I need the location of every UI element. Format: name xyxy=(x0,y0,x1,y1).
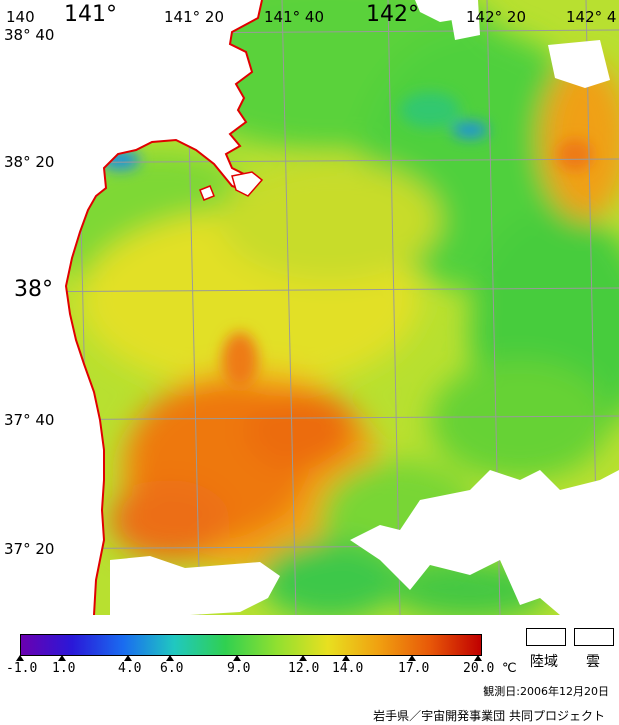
colorbar-tick xyxy=(166,655,174,661)
sea-surface-temperature-map xyxy=(0,0,619,615)
colorbar-tick-label: 4.0 xyxy=(118,661,142,676)
lon-label: 142° 20 xyxy=(466,8,526,26)
lon-label: 142° xyxy=(366,2,419,27)
lon-label: 141° xyxy=(64,2,117,27)
colorbar-tick xyxy=(58,655,66,661)
colorbar-tick-label: 12.0 xyxy=(288,661,320,676)
colorbar-tick-label: 6.0 xyxy=(160,661,184,676)
colorbar-tick-label: 9.0 xyxy=(227,661,251,676)
lat-label: 38° 40 xyxy=(4,26,55,44)
land-legend-label: 陸域 xyxy=(530,654,558,670)
coastline xyxy=(64,0,263,615)
colorbar-tick xyxy=(233,655,241,661)
land-area xyxy=(0,0,262,615)
lat-label: 37° 40 xyxy=(4,411,55,429)
land-legend-swatch xyxy=(526,628,566,646)
colorbar-tick xyxy=(342,655,350,661)
cloud-legend-swatch xyxy=(574,628,614,646)
credit-line: 岩手県／宇宙開発事業団 共同プロジェクト xyxy=(373,709,605,723)
colorbar-tick-label: 1.0 xyxy=(52,661,76,676)
colorbar-tick xyxy=(16,655,24,661)
colorbar-tick-label: 14.0 xyxy=(332,661,364,676)
lon-label: 140 xyxy=(6,8,35,26)
lon-label: 141° 40 xyxy=(264,8,324,26)
colorbar-tick xyxy=(124,655,132,661)
temperature-unit: ℃ xyxy=(502,661,517,676)
colorbar-tick xyxy=(408,655,416,661)
island xyxy=(199,185,215,201)
colorbar-tick-label: -1.0 xyxy=(6,661,38,676)
colorbar-tick-label: 20.0 xyxy=(463,661,495,676)
colorbar-tick-label: 17.0 xyxy=(398,661,430,676)
island xyxy=(231,171,264,197)
colorbar-tick xyxy=(474,655,482,661)
lat-label: 38° 20 xyxy=(4,153,55,171)
cloud-legend-label: 雲 xyxy=(586,654,600,670)
temperature-colorbar xyxy=(20,634,482,656)
temperature-detail xyxy=(100,92,593,532)
lon-label: 142° 4 xyxy=(566,8,617,26)
observation-date: 観測日:2006年12月20日 xyxy=(483,685,609,698)
lon-label: 141° 20 xyxy=(164,8,224,26)
lat-label: 37° 20 xyxy=(4,540,55,558)
cloud-areas xyxy=(110,0,619,615)
colorbar-tick xyxy=(299,655,307,661)
lat-label: 38° xyxy=(14,277,53,302)
